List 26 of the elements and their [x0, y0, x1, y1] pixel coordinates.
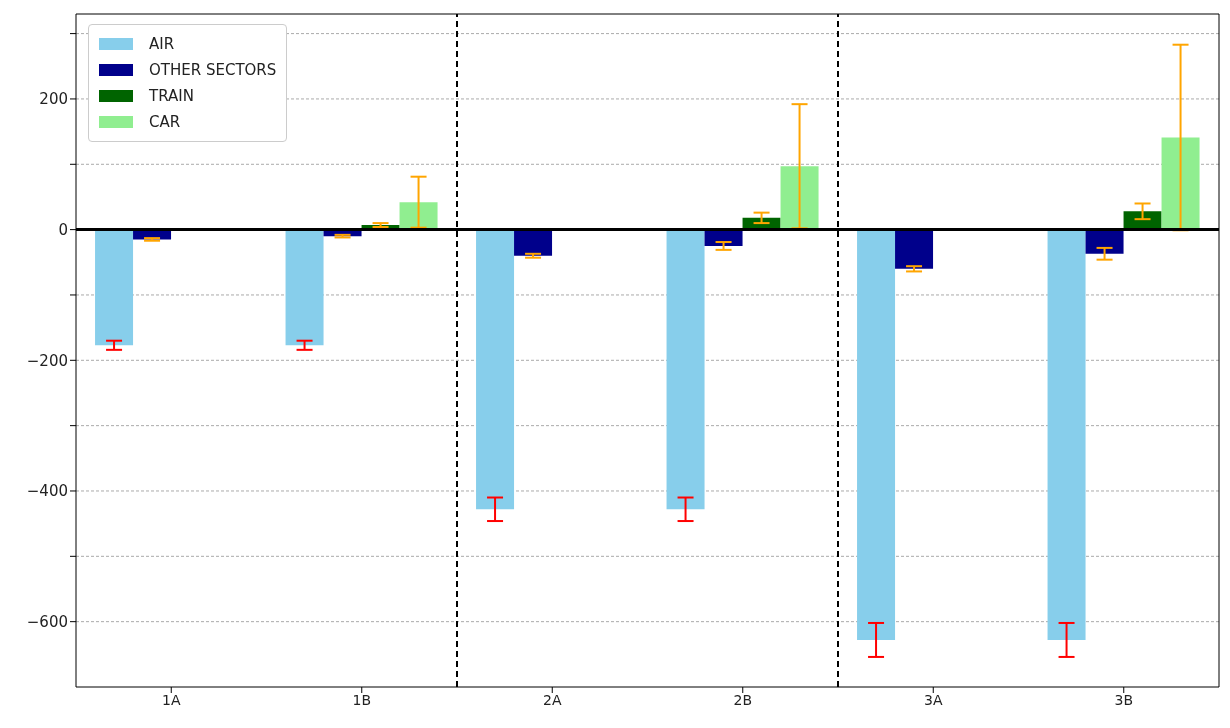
x-tick-label: 1A	[162, 691, 181, 708]
y-tick-label: −400	[26, 482, 68, 501]
bar	[95, 229, 134, 346]
bar	[857, 229, 896, 640]
bar	[666, 229, 705, 510]
x-tick-label: 2A	[543, 691, 562, 708]
legend-label: CAR	[149, 113, 181, 131]
bar	[1085, 229, 1124, 254]
x-tick-label: 1B	[352, 691, 372, 708]
bar	[285, 229, 324, 346]
legend-label: AIR	[149, 35, 175, 53]
bar	[514, 229, 553, 256]
bar	[1161, 137, 1200, 230]
legend-label: TRAIN	[149, 87, 194, 105]
y-tick-label: −200	[26, 351, 68, 370]
bar	[476, 229, 515, 510]
y-tick-label: 200	[39, 90, 68, 109]
x-tick-label: 2B	[733, 691, 753, 708]
x-tick-label: 3B	[1114, 691, 1134, 708]
x-tick-label: 3A	[924, 691, 943, 708]
legend-label: OTHER SECTORS	[149, 61, 277, 79]
y-tick-label: −600	[26, 612, 68, 631]
y-tick-label: 0	[58, 220, 68, 239]
bar	[1047, 229, 1086, 640]
bar	[780, 166, 819, 230]
bar	[895, 229, 934, 269]
